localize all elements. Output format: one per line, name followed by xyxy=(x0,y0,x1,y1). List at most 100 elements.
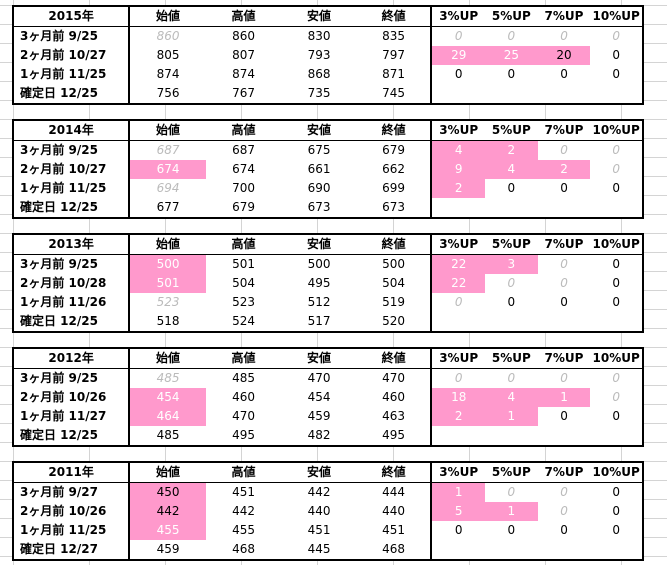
table-cell[interactable]: 442 xyxy=(130,502,206,521)
table-cell[interactable]: 451 xyxy=(307,523,331,537)
table-cell[interactable]: 440 xyxy=(357,502,433,521)
table-cell[interactable]: 512 xyxy=(307,295,331,309)
table-cell[interactable]: 500 xyxy=(130,255,206,274)
table-cell[interactable]: 0 xyxy=(612,143,620,157)
table-cell[interactable]: 464 xyxy=(130,407,206,426)
table-cell[interactable]: 451 xyxy=(232,485,256,499)
table-cell[interactable]: 460 xyxy=(357,388,433,407)
row-label[interactable]: 2ヶ月前 10/27 xyxy=(14,160,131,179)
table-cell[interactable]: 700 xyxy=(232,181,256,195)
row-label[interactable]: 確定日 12/25 xyxy=(14,198,131,217)
table-cell[interactable]: 1 xyxy=(485,407,538,426)
table-cell[interactable]: 0 xyxy=(612,504,620,518)
table-cell[interactable]: 0 xyxy=(560,523,568,537)
table-cell[interactable]: 687 xyxy=(232,143,256,157)
table-cell[interactable] xyxy=(538,198,591,217)
table-cell[interactable]: 735 xyxy=(307,86,331,100)
table-cell[interactable]: 0 xyxy=(560,409,568,423)
row-label[interactable]: 3ヶ月前 9/25 xyxy=(14,255,131,274)
table-cell[interactable]: 25 xyxy=(485,46,538,65)
table-cell[interactable]: 2 xyxy=(485,141,538,160)
row-label[interactable]: 確定日 12/25 xyxy=(14,312,131,331)
table-cell[interactable] xyxy=(432,84,485,103)
table-cell[interactable]: 673 xyxy=(357,198,433,217)
row-label[interactable]: 確定日 12/25 xyxy=(14,84,131,103)
table-cell[interactable]: 518 xyxy=(156,314,180,328)
table-cell[interactable]: 4 xyxy=(485,160,538,179)
table-cell[interactable]: 460 xyxy=(232,390,256,404)
table-cell[interactable]: 455 xyxy=(232,523,256,537)
table-cell[interactable]: 0 xyxy=(612,523,620,537)
table-cell[interactable]: 4 xyxy=(485,388,538,407)
table-cell[interactable]: 0 xyxy=(612,390,620,404)
row-label[interactable]: 3ヶ月前 9/27 xyxy=(14,483,131,502)
table-cell[interactable]: 662 xyxy=(357,160,433,179)
table-cell[interactable]: 756 xyxy=(156,86,180,100)
table-cell[interactable]: 524 xyxy=(232,314,256,328)
row-label[interactable]: 1ヶ月前 11/26 xyxy=(14,293,131,312)
row-label[interactable]: 1ヶ月前 11/25 xyxy=(14,521,131,540)
table-cell[interactable]: 745 xyxy=(357,84,433,103)
table-cell[interactable]: 0 xyxy=(454,523,463,537)
table-cell[interactable]: 0 xyxy=(560,371,568,385)
table-cell[interactable]: 0 xyxy=(454,29,463,43)
table-cell[interactable]: 793 xyxy=(307,48,331,62)
table-cell[interactable]: 675 xyxy=(307,143,331,157)
table-cell[interactable]: 673 xyxy=(307,200,331,214)
table-cell[interactable]: 679 xyxy=(357,141,433,160)
table-cell[interactable]: 0 xyxy=(560,295,568,309)
row-label[interactable]: 3ヶ月前 9/25 xyxy=(14,27,131,46)
table-cell[interactable]: 0 xyxy=(507,371,516,385)
table-cell[interactable]: 0 xyxy=(612,48,620,62)
table-cell[interactable]: 0 xyxy=(454,67,463,81)
table-cell[interactable]: 444 xyxy=(357,483,433,502)
table-cell[interactable]: 0 xyxy=(612,162,620,176)
table-cell[interactable]: 2 xyxy=(537,160,591,179)
table-cell[interactable]: 451 xyxy=(357,521,433,540)
table-cell[interactable]: 0 xyxy=(612,67,620,81)
table-cell[interactable]: 0 xyxy=(507,523,516,537)
row-label[interactable]: 3ヶ月前 9/25 xyxy=(14,141,131,160)
table-cell[interactable]: 470 xyxy=(307,371,331,385)
table-cell[interactable]: 455 xyxy=(130,521,206,540)
table-cell[interactable]: 504 xyxy=(232,276,256,290)
table-cell[interactable]: 18 xyxy=(432,388,486,407)
table-cell[interactable]: 0 xyxy=(612,29,620,43)
row-label[interactable]: 確定日 12/25 xyxy=(14,426,131,445)
table-cell[interactable]: 0 xyxy=(507,276,516,290)
table-cell[interactable] xyxy=(590,312,642,331)
table-cell[interactable]: 442 xyxy=(232,504,256,518)
table-cell[interactable]: 0 xyxy=(612,295,620,309)
table-cell[interactable] xyxy=(485,198,538,217)
table-cell[interactable]: 459 xyxy=(307,409,331,423)
table-cell[interactable]: 805 xyxy=(156,48,180,62)
table-cell[interactable]: 0 xyxy=(612,181,620,195)
table-cell[interactable]: 0 xyxy=(560,29,568,43)
table-cell[interactable]: 835 xyxy=(357,27,433,46)
table-cell[interactable]: 501 xyxy=(232,257,256,271)
table-cell[interactable]: 0 xyxy=(454,371,463,385)
table-cell[interactable]: 0 xyxy=(507,295,516,309)
table-cell[interactable]: 767 xyxy=(232,86,256,100)
table-cell[interactable]: 445 xyxy=(307,542,331,556)
table-cell[interactable] xyxy=(432,426,485,445)
table-cell[interactable]: 22 xyxy=(432,274,486,293)
table-cell[interactable]: 0 xyxy=(454,295,463,309)
table-cell[interactable]: 0 xyxy=(560,276,568,290)
table-cell[interactable] xyxy=(538,84,591,103)
table-cell[interactable]: 5 xyxy=(432,502,486,521)
table-cell[interactable]: 485 xyxy=(156,428,180,442)
table-cell[interactable]: 500 xyxy=(357,255,433,274)
row-label[interactable]: 1ヶ月前 11/25 xyxy=(14,179,131,198)
table-cell[interactable]: 468 xyxy=(357,540,433,559)
row-label[interactable]: 1ヶ月前 11/25 xyxy=(14,65,131,84)
table-cell[interactable]: 1 xyxy=(537,388,591,407)
table-cell[interactable]: 504 xyxy=(357,274,433,293)
table-cell[interactable] xyxy=(432,198,485,217)
table-cell[interactable]: 0 xyxy=(507,67,516,81)
table-cell[interactable] xyxy=(538,540,591,559)
table-cell[interactable]: 0 xyxy=(612,371,620,385)
table-cell[interactable]: 871 xyxy=(357,65,433,84)
table-cell[interactable]: 0 xyxy=(507,29,516,43)
table-cell[interactable]: 454 xyxy=(130,388,206,407)
